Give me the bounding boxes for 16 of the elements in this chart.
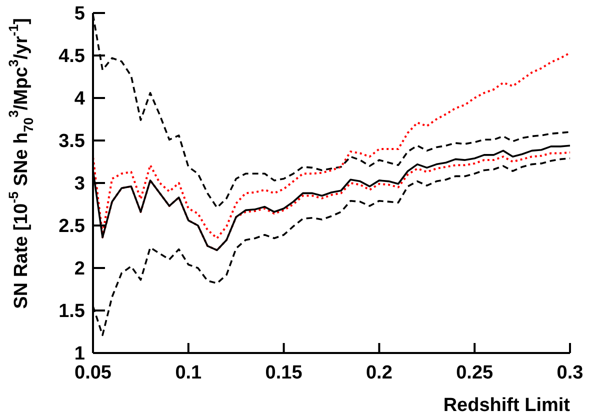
y-tick-label: 1 [74,344,86,365]
y-tick-label: 4 [74,88,86,110]
x-tick-label: 0.1 [175,362,202,384]
x-axis-title: Redshift Limit [443,395,571,416]
y-tick-label: 4.5 [58,46,86,68]
y-tick-label: 3.5 [58,131,86,152]
x-tick-label: 0.3 [556,362,584,384]
y-tick-label: 2 [74,258,85,280]
x-tick-label: 0.2 [366,362,392,384]
y-tick-label: 3 [74,174,85,195]
y-tick-label: 1.5 [58,301,86,322]
x-tick-label: 0.05 [74,362,112,384]
y-tick-label: 2.5 [58,216,86,238]
y-tick-label: 5 [74,4,86,25]
x-tick-label: 0.25 [456,362,494,384]
x-tick-label: 0.15 [265,362,303,384]
